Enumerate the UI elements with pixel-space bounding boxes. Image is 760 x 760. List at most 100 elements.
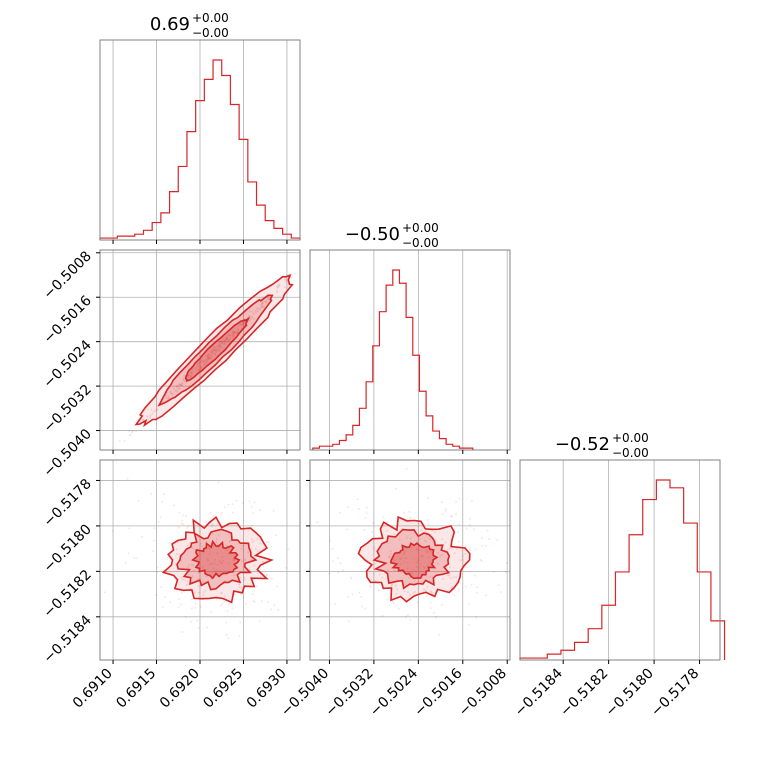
scatter-point [251,540,254,543]
scatter-point [261,302,263,305]
scatter-point [241,560,243,563]
scatter-point [190,373,193,376]
scatter-point [252,599,255,602]
scatter-point [206,359,209,362]
scatter-point [258,620,261,623]
scatter-point [212,349,215,352]
panel-frame [309,459,511,661]
scatter-point [425,549,428,552]
scatter-point [220,562,222,564]
scatter-point [156,571,159,573]
scatter-point [220,591,223,594]
scatter-point [389,555,392,558]
scatter-point [245,602,248,605]
scatter-point [200,366,203,369]
scatter-point [150,492,153,495]
scatter-point [210,352,213,354]
scatter-point [177,387,180,390]
scatter-point [170,392,173,395]
scatter-point [212,567,215,570]
scatter-point [277,608,280,611]
scatter-point [197,368,200,371]
scatter-point [418,566,421,569]
scatter-point [412,568,415,571]
scatter-point [182,578,184,581]
scatter-point [420,529,423,532]
scatter-point [210,525,213,528]
scatter-point [444,541,447,544]
scatter-point [241,321,244,324]
scatter-point [213,562,216,565]
scatter-point [178,526,181,529]
scatter-point [441,538,443,541]
scatter-point [255,309,258,312]
scatter-point [212,345,215,348]
x-tick-label: −0.5184 [512,665,566,719]
scatter-point [243,558,246,561]
scatter-point [470,500,473,502]
scatter-point [444,510,447,513]
scatter-point [218,344,221,347]
scatter-point [445,508,447,511]
scatter-point [213,348,216,350]
scatter-point [407,614,409,616]
scatter-point [175,552,178,555]
scatter-point [283,278,286,281]
scatter-panel-2-1 [309,459,511,661]
y-tick-label: −0.5184 [41,612,95,666]
scatter-point [178,553,181,556]
scatter-point [484,544,487,547]
scatter-point [417,596,420,599]
scatter-point [416,601,419,604]
scatter-point [228,334,231,337]
scatter-point [266,298,269,300]
scatter-point [205,358,208,360]
scatter-point [453,594,456,597]
x-tick-label: −0.5178 [648,666,702,720]
scatter-point [331,547,334,550]
scatter-point [446,574,449,577]
scatter-point [427,523,430,525]
scatter-point [128,429,131,432]
scatter-point [161,501,164,503]
scatter-point [257,307,260,310]
scatter-point [207,356,210,359]
scatter-point [224,342,227,345]
x-tick-label: −0.5032 [322,666,376,720]
scatter-point [203,361,206,364]
scatter-point [194,367,197,370]
scatter-point [276,291,279,294]
scatter-point [257,310,259,313]
scatter-point [265,574,268,576]
scatter-point [276,285,279,288]
scatter-point [190,607,193,610]
contour-level [157,294,274,407]
scatter-point [374,579,376,582]
scatter-point [190,376,193,379]
scatter-point [267,298,270,301]
scatter-point [200,367,203,370]
scatter-point [405,467,408,470]
scatter-point [186,583,188,586]
scatter-point [129,433,132,436]
scatter-point [427,497,430,500]
scatter-point [202,594,205,597]
scatter-point [389,550,392,552]
scatter-point [179,603,182,606]
scatter-point [254,311,257,314]
scatter-point [176,389,179,392]
scatter-point [172,504,175,507]
scatter-point [169,392,172,395]
scatter-point [261,303,264,306]
scatter-point [381,576,384,579]
scatter-point [459,559,462,562]
scatter-point [406,517,409,520]
scatter-point [181,631,184,633]
scatter-point [232,331,235,334]
scatter-point [468,517,471,520]
scatter-point [214,558,217,561]
scatter-point [406,561,409,564]
scatter-point [452,576,455,579]
scatter-point [382,516,385,519]
scatter-point [196,369,199,372]
